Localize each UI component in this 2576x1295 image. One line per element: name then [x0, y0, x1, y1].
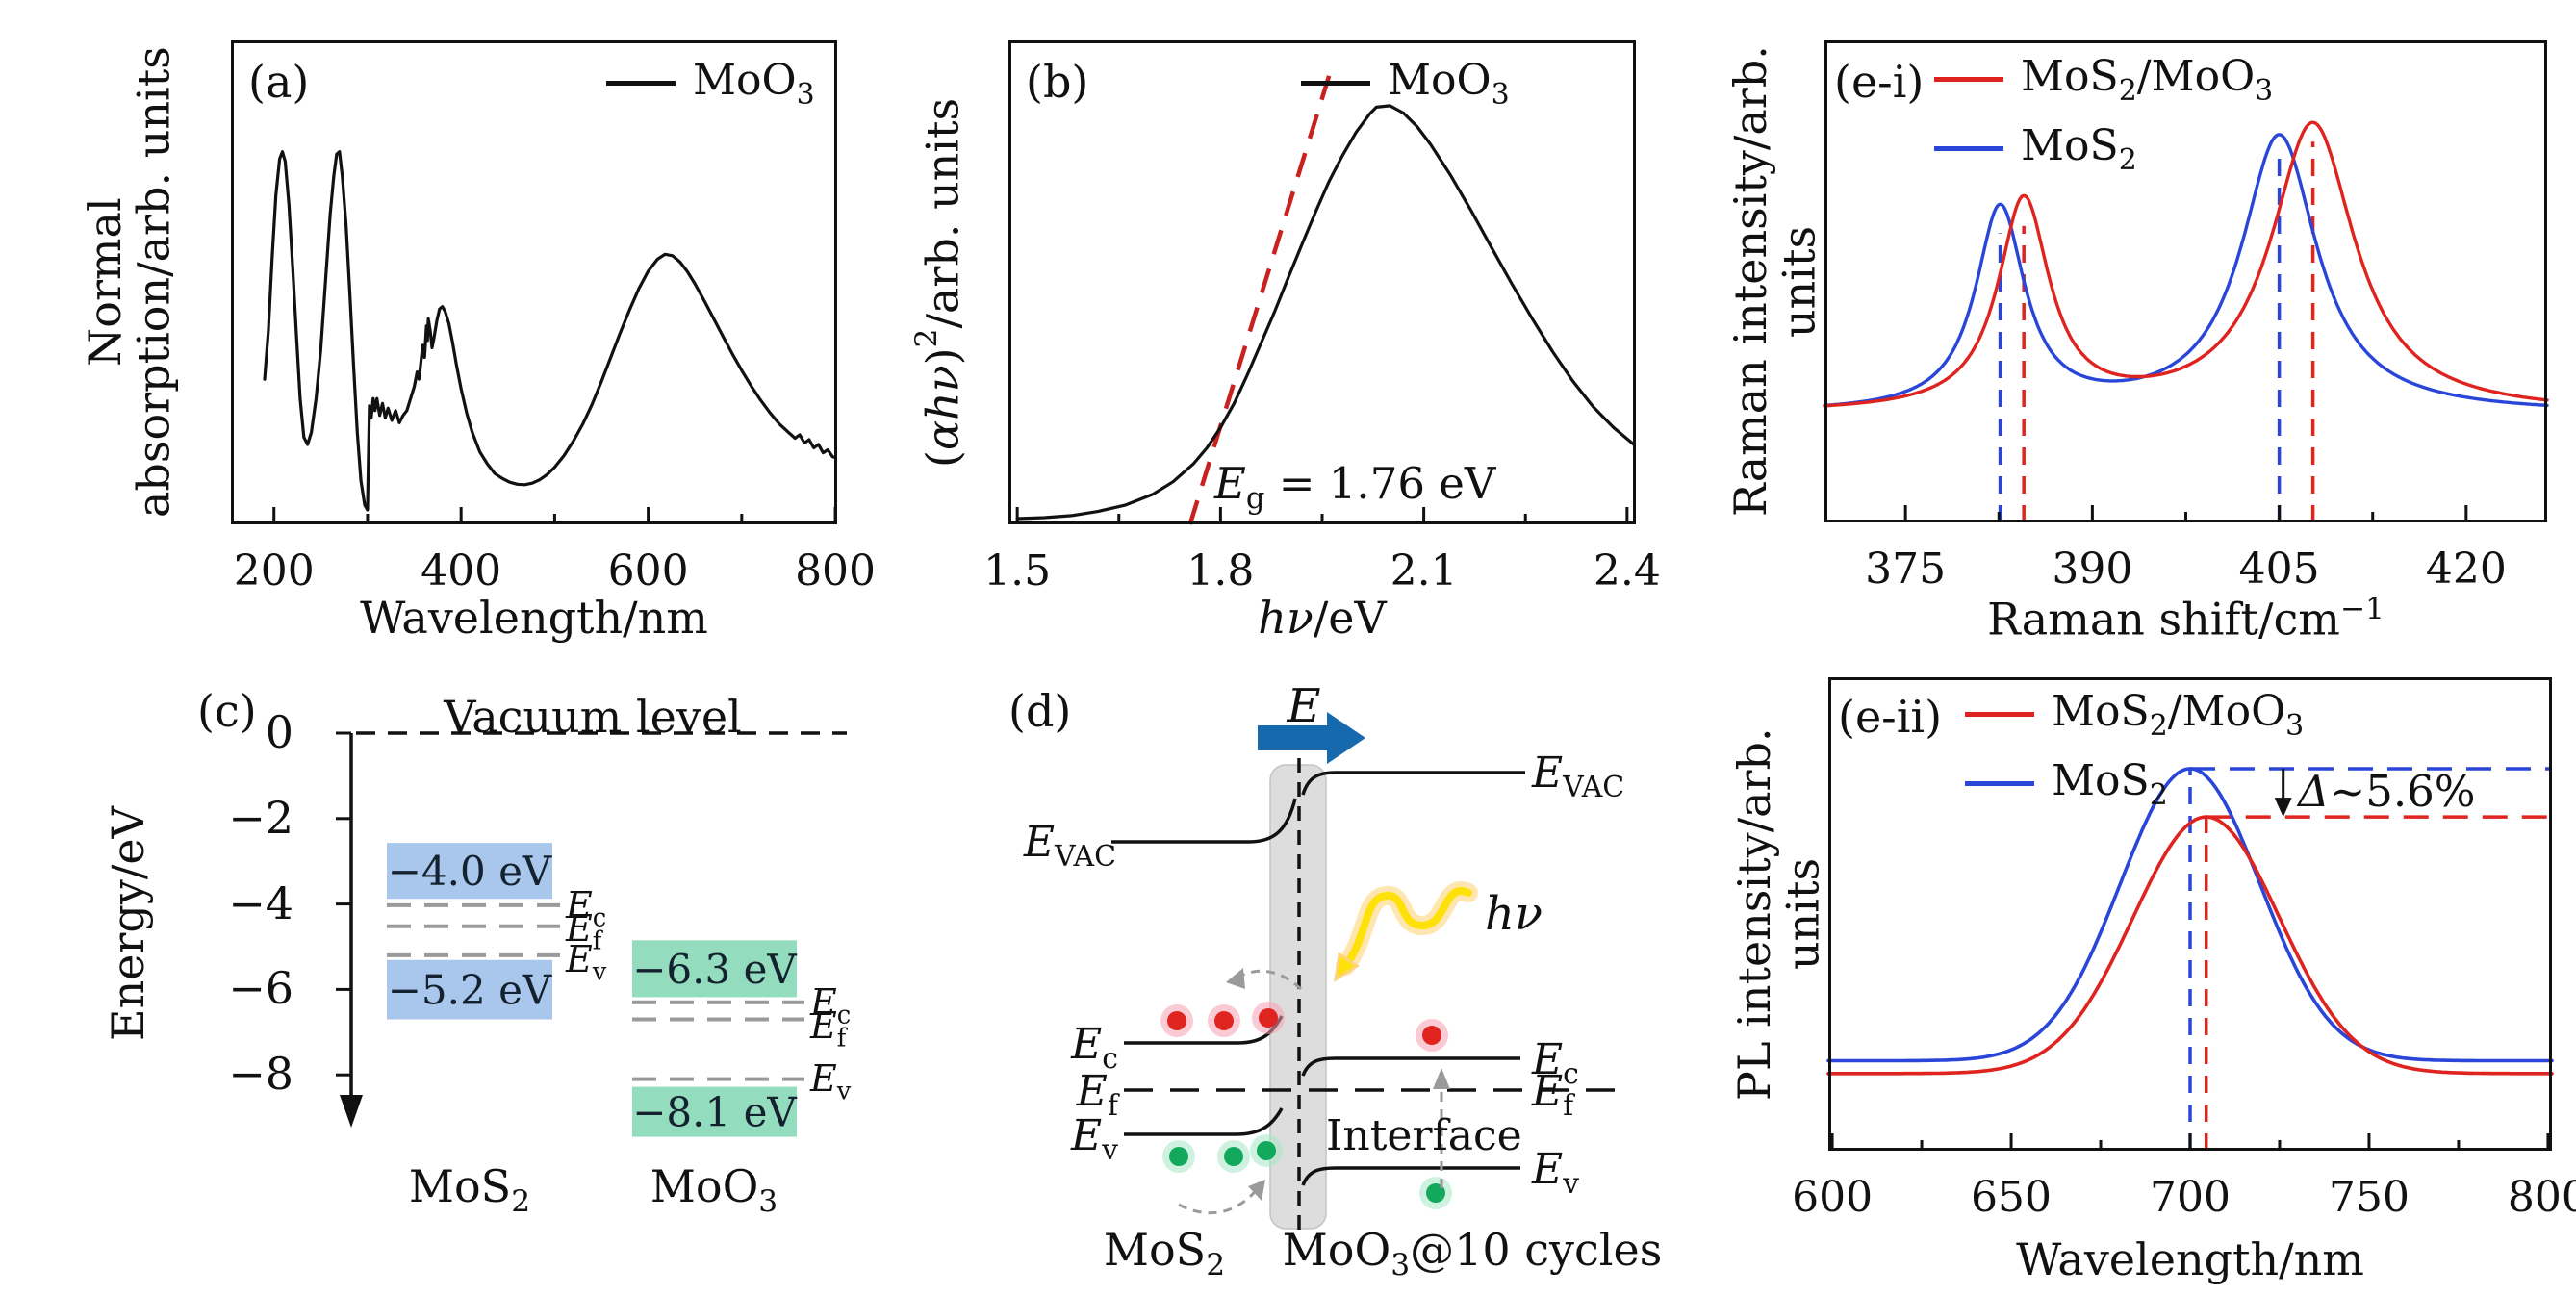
panel-a-tag: (a) — [248, 56, 310, 108]
svg-text:800: 800 — [2508, 1173, 2576, 1222]
absorption-chart: 200 400 600 800 — [231, 40, 876, 596]
svg-text:2.1: 2.1 — [1390, 546, 1458, 596]
svg-text:1.5: 1.5 — [983, 546, 1051, 596]
svg-text:390: 390 — [2052, 545, 2132, 594]
svg-text:2.4: 2.4 — [1594, 546, 1661, 596]
band-gap-annotation: Eg = 1.76 eV — [1214, 458, 1496, 516]
moo3-material-label: MoO3@10 cycles — [1282, 1224, 1663, 1283]
mos2-material-label: MoS2 — [1103, 1224, 1226, 1283]
panel-e2-legend: MoS2/MoO3 MoS2 — [1965, 687, 2304, 812]
panel-e1-ylabel: Raman intensity/arb. units — [1724, 45, 1825, 518]
panel-e1-xlabel: Raman shift/cm−1 — [1987, 592, 2385, 646]
legend-label: MoS2/MoO3 — [2021, 52, 2274, 108]
panel-e2-xlabel: Wavelength/nm — [2016, 1233, 2364, 1285]
ev-left-label: Ev — [1070, 1111, 1118, 1167]
svg-text:600: 600 — [608, 546, 689, 596]
mos2-ef-label: Ef — [566, 907, 602, 956]
photon-label: hν — [1485, 887, 1543, 941]
legend-label: MoS2 — [2052, 755, 2168, 812]
legend-item: MoO3 — [606, 56, 815, 112]
svg-text:−5.2 eV: −5.2 eV — [388, 967, 552, 1014]
ef-right-label: Ef — [1532, 1067, 1574, 1123]
legend-label: MoO3 — [693, 56, 815, 112]
energy-tick-neg6: −6 — [228, 962, 293, 1014]
legend-line-red — [1934, 77, 2003, 83]
panel-b-xlabel: hν/eV — [1258, 592, 1387, 644]
energy-tick-neg4: −4 — [228, 877, 293, 929]
energy-tick-neg2: −2 — [228, 792, 293, 844]
legend-item: MoS2 — [1934, 121, 2273, 177]
legend-line-blue — [1934, 146, 2003, 152]
evac-right-label: EVAC — [1532, 749, 1625, 804]
svg-text:375: 375 — [1865, 545, 1946, 594]
evac-left-label: EVAC — [1023, 818, 1116, 874]
panel-a-ylabel: Normal absorption/arb. units — [79, 46, 180, 519]
svg-text:200: 200 — [234, 546, 315, 596]
svg-text:405: 405 — [2239, 545, 2320, 594]
legend-line-blue — [1965, 781, 2034, 787]
panel-b-ylabel: (αhν)2/arb. units — [909, 97, 969, 468]
band-bending-schematic — [1111, 712, 1624, 1233]
legend-item: MoS2/MoO3 — [1965, 687, 2304, 743]
panel-d-tag: (d) — [1008, 685, 1072, 737]
moo3-ev-label: Ev — [810, 1057, 852, 1106]
electric-field-label: E — [1287, 679, 1321, 733]
legend-line-black — [606, 81, 676, 87]
vacuum-level-title: Vacuum level — [444, 691, 742, 743]
svg-text:600: 600 — [1792, 1173, 1873, 1222]
moo3-ef-label: Ef — [810, 1004, 847, 1054]
legend-label: MoS2 — [2021, 120, 2137, 177]
legend-line-black — [1301, 81, 1370, 87]
mos2-column-label: MoS2 — [408, 1160, 531, 1220]
pl-chart: 600 650 700 750 800 — [1792, 677, 2576, 1222]
panel-a-legend: MoO3 — [606, 56, 815, 112]
svg-text:−6.3 eV: −6.3 eV — [632, 946, 797, 993]
svg-text:700: 700 — [2150, 1173, 2231, 1222]
legend-item: MoS2/MoO3 — [1934, 52, 2273, 108]
interface-label: Interface — [1326, 1111, 1522, 1160]
svg-text:−4.0 eV: −4.0 eV — [388, 848, 552, 895]
panel-e2-ylabel: PL intensity/arb. units — [1728, 727, 1829, 1101]
panel-e2-tag: (e-ii) — [1838, 691, 1943, 743]
panel-b-legend: MoO3 — [1301, 56, 1510, 112]
energy-tick-0: 0 — [265, 706, 293, 758]
panel-e1-tag: (e-i) — [1834, 56, 1925, 108]
legend-item: MoO3 — [1301, 56, 1510, 112]
raman-chart: 375 390 405 420 — [1823, 40, 2549, 594]
moo3-ec-label: Ec — [810, 981, 852, 1030]
mos2-ec-label: Ec — [566, 884, 607, 933]
mos2-ev-label: Ev — [566, 938, 607, 987]
svg-text:1.8: 1.8 — [1186, 546, 1254, 596]
svg-text:400: 400 — [421, 546, 501, 596]
panel-c-ylabel: Energy/eV — [102, 806, 154, 1041]
band-alignment-diagram: −4.0 eV −5.2 eV −6.3 eV −8.1 eV — [336, 731, 847, 1137]
tauc-plot-chart: 1.5 1.8 2.1 2.4 — [983, 40, 1661, 596]
svg-text:−8.1 eV: −8.1 eV — [632, 1089, 797, 1136]
legend-item: MoS2 — [1965, 756, 2304, 812]
moo3-column-label: MoO3 — [650, 1160, 778, 1220]
svg-text:800: 800 — [795, 546, 876, 596]
ec-right-label: Ec — [1532, 1035, 1579, 1091]
pl-drop-annotation: Δ~5.6% — [2298, 766, 2476, 817]
svg-text:750: 750 — [2329, 1173, 2410, 1222]
ef-left-label: Ef — [1076, 1067, 1118, 1123]
panel-c-tag: (c) — [197, 685, 257, 737]
ec-left-label: Ec — [1071, 1020, 1118, 1076]
svg-text:420: 420 — [2426, 545, 2507, 594]
legend-label: MoS2/MoO3 — [2052, 687, 2305, 743]
energy-tick-neg8: −8 — [228, 1048, 293, 1100]
legend-line-red — [1965, 712, 2034, 718]
ev-right-label: Ev — [1532, 1145, 1580, 1201]
legend-label: MoO3 — [1388, 56, 1510, 112]
panel-a-xlabel: Wavelength/nm — [360, 592, 708, 644]
svg-text:650: 650 — [1971, 1173, 2052, 1222]
panel-b-tag: (b) — [1026, 56, 1089, 108]
panel-e1-legend: MoS2/MoO3 MoS2 — [1934, 52, 2273, 177]
